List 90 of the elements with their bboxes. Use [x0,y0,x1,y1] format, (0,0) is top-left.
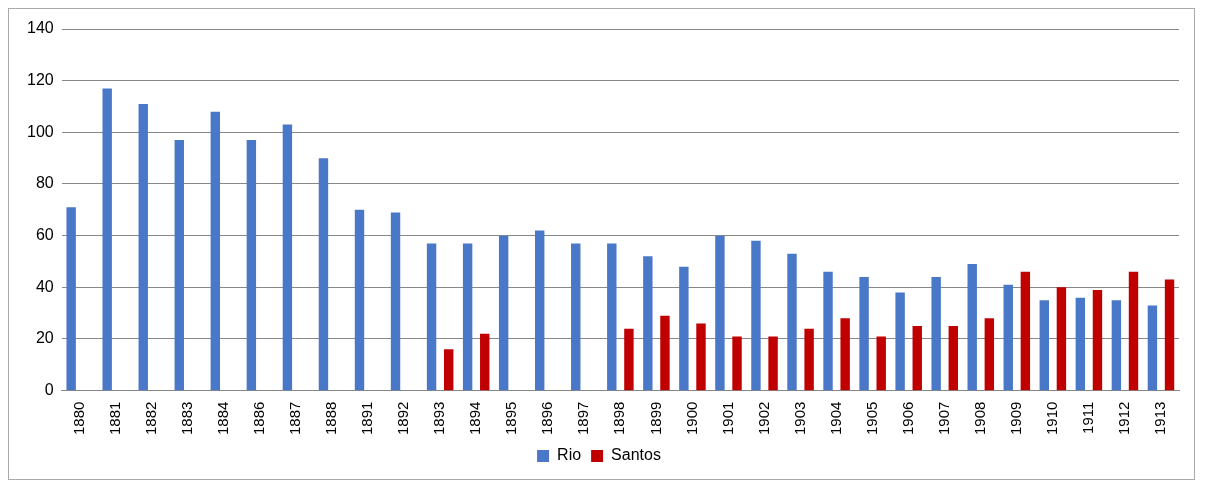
bar [607,243,617,391]
bar [1111,300,1122,391]
bar [390,212,401,391]
bar [102,88,112,391]
x-tick-label: 1908 [970,401,988,436]
y-tick-label: 80 [35,174,54,192]
bar [948,326,958,391]
bar [895,292,905,391]
bar [282,124,293,391]
x-tick-label: 1902 [754,401,772,436]
bar [462,243,473,391]
x-tick-label: 1901 [718,401,736,436]
x-tick-label: 1909 [1006,401,1024,436]
y-tick-label: 0 [44,381,54,399]
bar [787,253,797,391]
y-tick-label: 100 [26,122,54,140]
x-tick-label: 1886 [250,401,268,436]
x-tick-label: 1880 [69,401,87,436]
y-tick-label: 40 [35,277,54,295]
bar [660,315,670,391]
x-tick-label: 1884 [214,401,232,436]
x-tick-label: 1892 [394,401,412,436]
y-tick-label: 20 [35,329,54,347]
x-tick-label: 1905 [862,401,880,436]
bar [859,276,869,391]
bar [1056,287,1067,391]
bar [1020,271,1031,391]
x-tick-label: 1896 [538,401,556,436]
x-tick-label: 1883 [177,401,195,436]
y-tick-label: 120 [26,71,54,89]
bar [1128,271,1139,391]
x-tick-label: 1897 [574,401,592,436]
x-tick-label: 1895 [502,401,520,436]
bar [138,103,148,391]
bar [768,336,778,391]
bar [715,235,725,391]
x-tick-label: 1887 [286,401,304,436]
bar [318,158,329,391]
x-tick-label: 1898 [610,401,628,436]
x-tick-label: 1881 [105,401,123,436]
bar [696,323,706,391]
bar [246,140,257,391]
bar [1003,284,1013,391]
bar [571,243,581,391]
bar [66,207,76,391]
bar [679,266,689,391]
x-tick-label: 1882 [141,401,159,436]
x-tick-label: 1912 [1115,401,1133,436]
x-tick-label: 1894 [466,401,484,436]
x-tick-label: 1893 [430,401,448,436]
x-tick-label: 1900 [682,401,700,436]
bar [1164,279,1175,391]
bar [480,333,490,391]
x-tick-label: 1911 [1079,401,1097,434]
bar [210,111,221,391]
y-tick-label: 60 [35,226,54,244]
bar [426,243,437,391]
x-tick-label: 1907 [934,401,952,436]
bar [912,326,922,391]
x-tick-label: 1906 [898,401,916,436]
bar [732,336,742,391]
bar [643,256,653,391]
bar [498,235,509,391]
y-tick-label: 140 [26,19,54,37]
bar [174,140,184,391]
bar [354,209,365,391]
bar [1147,305,1158,391]
bar [624,328,634,391]
x-tick-label: 1903 [790,401,808,436]
legend-label: Rio [557,446,582,464]
bar [443,349,454,391]
bar [1039,300,1049,391]
x-tick-label: 1913 [1151,401,1169,436]
bar [876,336,886,391]
bar [1092,289,1103,391]
bar [931,276,941,391]
bar [823,271,833,391]
bar [535,230,545,391]
bar [804,328,814,391]
bar [967,264,977,391]
bar [984,318,995,391]
bar [1075,297,1086,391]
legend-label: Santos [611,446,661,464]
bar [751,240,761,391]
x-tick-label: 1904 [826,401,844,436]
x-tick-label: 1891 [358,401,376,436]
bar [840,318,850,391]
x-tick-label: 1910 [1042,401,1060,436]
x-tick-label: 1899 [646,401,664,436]
x-tick-label: 1888 [322,401,340,436]
